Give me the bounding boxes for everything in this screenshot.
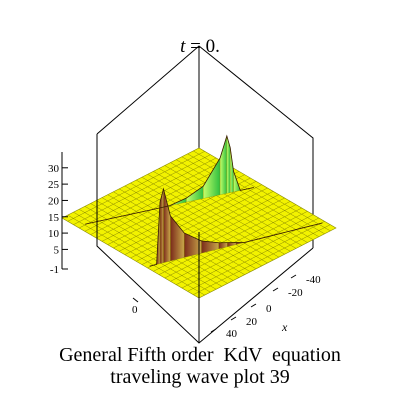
z-tick-label: -1: [50, 264, 59, 276]
z-tick-label: 25: [48, 179, 60, 191]
x-tick-label: -40: [306, 274, 321, 286]
wave-peak-right-facet: [219, 135, 227, 196]
x-tick-label: 20: [246, 316, 258, 328]
y-tick-mark: [132, 297, 139, 303]
x-tick-mark: [272, 287, 279, 292]
z-tick-label: 30: [48, 163, 60, 175]
x-tick-label: -20: [288, 287, 303, 299]
figure-caption: General Fifth order KdV equation traveli…: [0, 344, 400, 388]
x-tick-mark: [250, 303, 257, 308]
caption-line-1: General Fifth order KdV equation: [59, 344, 341, 366]
mesh-line: [193, 224, 331, 295]
mesh-line: [187, 221, 325, 292]
bounding-box-back: [96, 45, 314, 248]
mesh-line: [187, 153, 325, 235]
x-tick-label: 0: [266, 303, 272, 315]
z-axis: -1 5 10 15 20 25 30: [48, 152, 68, 276]
title-value: = 0.: [185, 36, 219, 57]
caption-line-2: traveling wave plot 39: [110, 366, 290, 388]
y-tick-label: 0: [132, 304, 138, 316]
z-tick-label: 20: [48, 195, 60, 207]
z-tick-label: 15: [48, 212, 60, 224]
x-tick-label: 40: [226, 328, 238, 340]
mesh-line: [181, 156, 320, 237]
mesh-line: [176, 159, 314, 240]
bounding-box-front: [96, 134, 314, 344]
plot-title: t = 0.: [180, 36, 220, 57]
x-tick-mark: [230, 316, 237, 321]
x-tick-mark: [290, 274, 297, 279]
y-axis: 0: [132, 297, 139, 316]
x-axis: -40-20 0 20 40: [210, 274, 321, 340]
wave-peak-right-crest: [85, 134, 254, 225]
z-tick-label: 5: [54, 244, 60, 256]
wave-peak-left-crest: [149, 187, 323, 267]
x-tick-mark: [210, 328, 217, 333]
x-axis-title: x: [281, 320, 288, 334]
title-variable: t: [180, 36, 186, 57]
z-tick-label: 10: [48, 228, 60, 240]
surface-layer: [61, 134, 337, 299]
